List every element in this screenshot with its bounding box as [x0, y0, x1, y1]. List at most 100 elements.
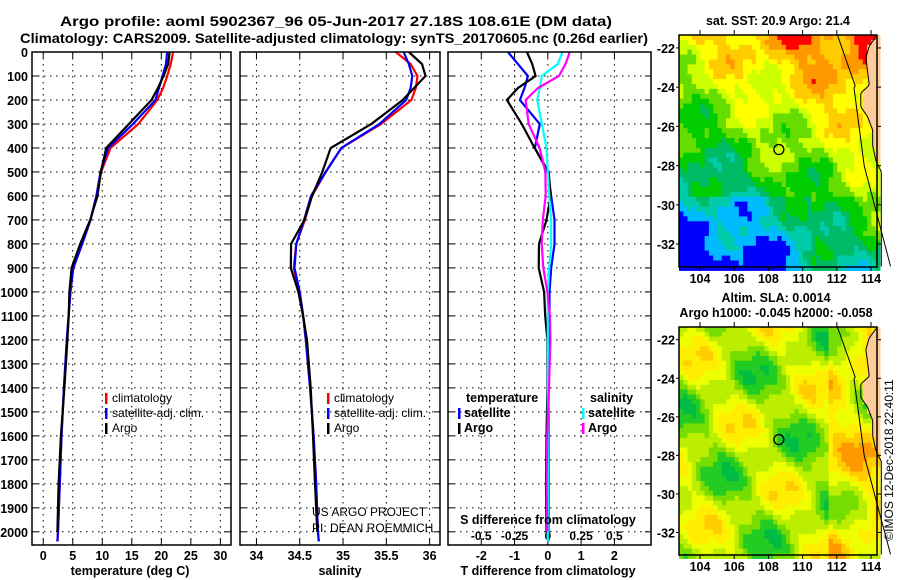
- sla-cell: [841, 327, 847, 333]
- sst-cell: [751, 123, 757, 129]
- sst-cell: [854, 196, 860, 203]
- sst-cell: [841, 39, 847, 46]
- sst-cell: [717, 93, 723, 100]
- sst-cell: [687, 123, 693, 129]
- lon-tick-label: 112: [827, 560, 847, 574]
- sla-cell: [708, 466, 714, 473]
- sla-cell: [845, 433, 851, 439]
- sst-cell: [755, 59, 761, 65]
- sst-cell: [738, 206, 744, 213]
- argo-position-marker: [773, 143, 785, 156]
- sla-cell: [807, 351, 813, 357]
- sst-cell: [845, 250, 851, 257]
- sla-cell: [730, 336, 736, 342]
- sla-cell: [768, 384, 774, 391]
- sst-cell: [760, 221, 766, 227]
- sla-cell: [858, 365, 864, 371]
- sla-cell: [790, 490, 795, 497]
- sst-cell: [713, 118, 719, 124]
- sla-cell: [755, 380, 761, 386]
- sla-cell: [867, 534, 872, 540]
- sst-cell: [798, 196, 804, 203]
- sla-cell: [730, 514, 736, 521]
- sst-cell: [679, 54, 684, 61]
- depth-tick-label: 1400: [0, 382, 28, 396]
- sst-cell: [841, 93, 847, 100]
- sla-cell: [794, 408, 800, 415]
- sla-cell: [708, 355, 714, 362]
- sla-cell: [807, 346, 813, 352]
- sla-cell: [738, 505, 744, 511]
- sla-cell: [858, 404, 864, 410]
- sla-cell: [751, 519, 757, 526]
- sst-cell: [743, 226, 748, 232]
- sla-cell: [755, 389, 761, 395]
- sla-cell: [798, 331, 804, 338]
- sla-cell: [867, 433, 872, 439]
- sst-cell: [815, 172, 821, 178]
- sla-cell: [764, 500, 770, 506]
- sla-cell: [828, 543, 834, 550]
- sst-cell: [815, 84, 821, 90]
- sla-cell: [760, 495, 766, 501]
- sst-cell: [875, 187, 881, 193]
- sst-cell: [691, 39, 697, 46]
- sst-cell: [768, 167, 774, 173]
- sst-cell: [871, 260, 877, 266]
- sst-cell: [781, 103, 787, 110]
- sst-cell: [781, 69, 787, 75]
- sla-cell: [794, 543, 800, 550]
- sst-cell: [875, 49, 881, 56]
- sla-cell: [751, 500, 757, 506]
- sla-cell: [862, 346, 868, 352]
- sst-cell: [811, 35, 817, 41]
- sst-cell: [862, 191, 868, 198]
- sla-cell: [854, 408, 860, 415]
- sla-cell: [854, 341, 860, 347]
- sla-cell: [867, 404, 872, 410]
- sst-cell: [875, 74, 881, 80]
- sst-cell: [824, 245, 830, 252]
- sst-cell: [858, 39, 864, 46]
- legend-label: satellite: [588, 406, 635, 420]
- sla-cell: [871, 447, 877, 453]
- sla-cell: [790, 389, 795, 395]
- sla-cell: [768, 442, 774, 448]
- sst-cell: [730, 88, 736, 95]
- sla-cell: [747, 490, 753, 497]
- sst-cell: [713, 187, 719, 193]
- sla-cell: [850, 336, 855, 342]
- sla-cell: [824, 389, 830, 395]
- sst-cell: [777, 240, 783, 247]
- sst-cell: [738, 69, 744, 75]
- sst-cell: [862, 123, 868, 129]
- sst-cell: [798, 250, 804, 257]
- sla-cell: [850, 428, 855, 434]
- sla-cell: [704, 510, 710, 516]
- sla-cell: [858, 360, 864, 367]
- sla-cell: [730, 534, 736, 540]
- sst-cell: [696, 142, 701, 149]
- sst-cell: [828, 157, 834, 164]
- sst-cell: [837, 191, 843, 198]
- sst-cell: [845, 191, 851, 198]
- sst-cell: [747, 157, 753, 164]
- sla-cell: [743, 543, 748, 550]
- sst-cell: [807, 98, 813, 105]
- sst-cell: [832, 93, 838, 100]
- sst-cell: [785, 250, 791, 257]
- sst-cell: [871, 211, 877, 217]
- sla-cell: [743, 408, 748, 415]
- sla-cell: [858, 457, 864, 463]
- sst-cell: [760, 201, 766, 208]
- sst-cell: [713, 221, 719, 227]
- sla-cell: [820, 539, 825, 545]
- sla-cell: [700, 336, 706, 342]
- sla-cell: [867, 418, 872, 424]
- legend-swatch: [327, 408, 330, 419]
- sst-cell: [760, 240, 766, 247]
- sst-cell: [683, 177, 689, 183]
- sst-cell: [841, 133, 847, 139]
- sla-cell: [743, 331, 748, 338]
- sla-cell: [875, 399, 881, 405]
